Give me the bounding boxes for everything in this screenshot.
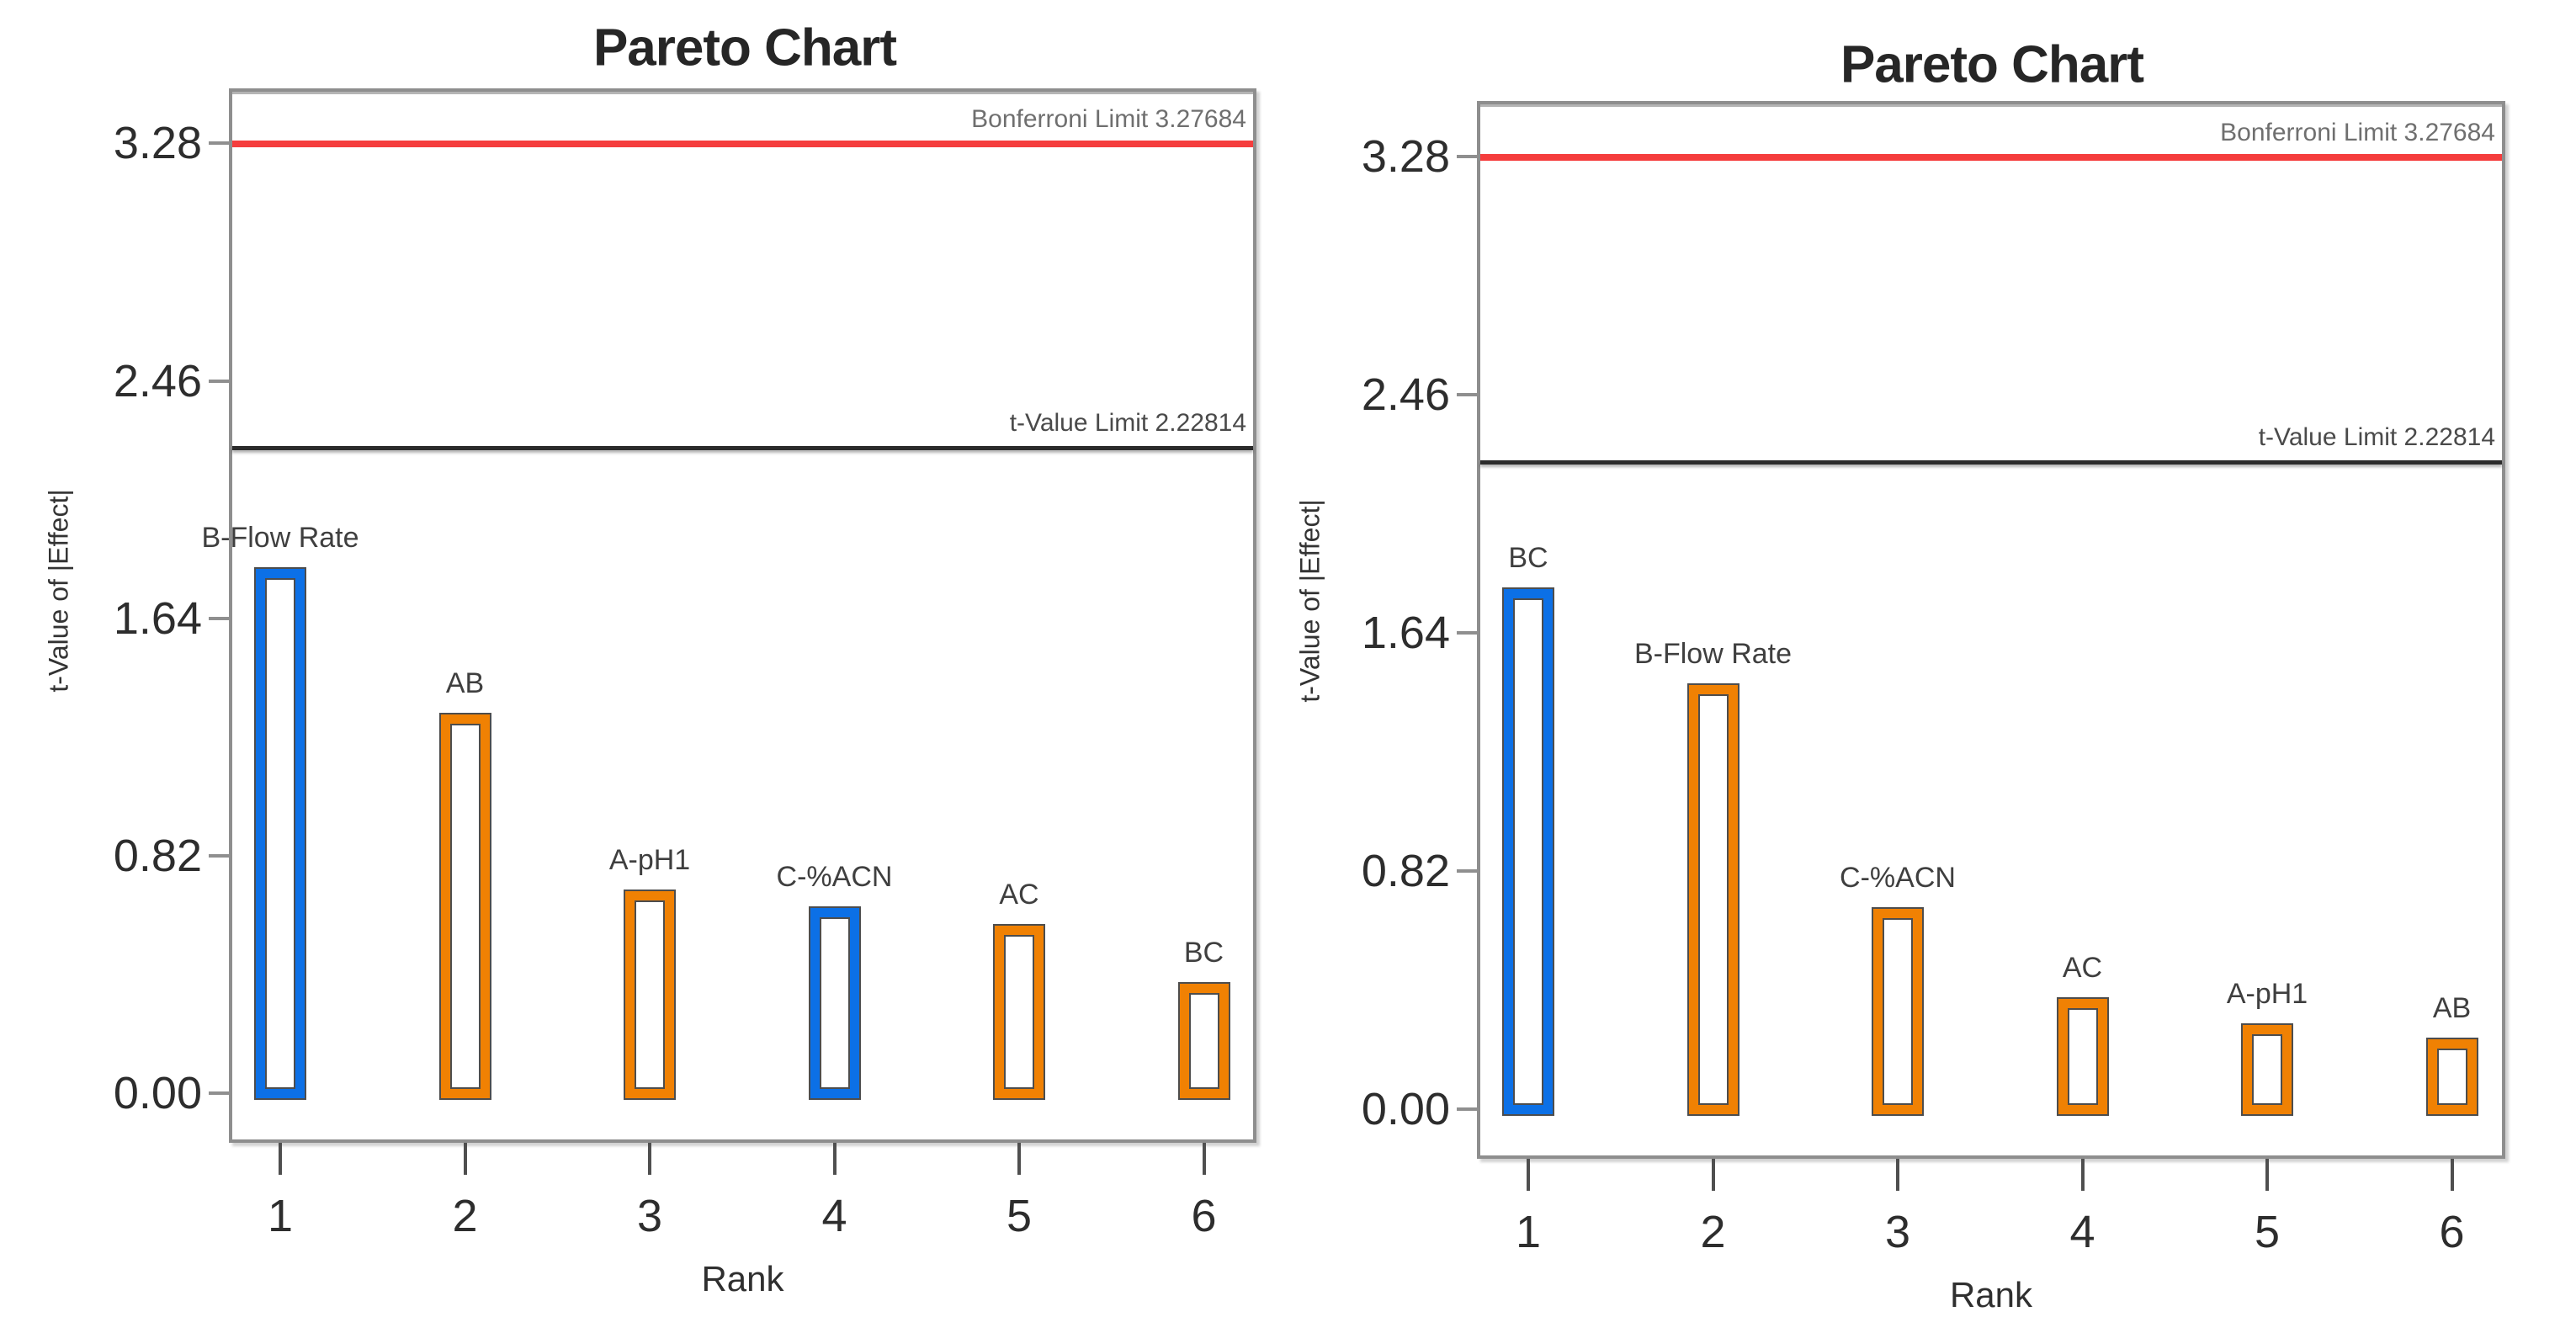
y-tick bbox=[209, 616, 229, 620]
x-tick bbox=[1202, 1143, 1206, 1175]
y-tick bbox=[209, 1091, 229, 1096]
bar-effect-label: B-Flow Rate bbox=[1633, 638, 1793, 671]
pareto-bar-rank-4 bbox=[2056, 997, 2109, 1117]
y-tick bbox=[1457, 392, 1477, 396]
y-tick bbox=[1457, 154, 1477, 158]
plot-frame bbox=[229, 88, 1256, 1143]
x-tick-label: 6 bbox=[1191, 1191, 1217, 1241]
bar-effect-label: AB bbox=[2432, 992, 2472, 1025]
pareto-bar-rank-5 bbox=[993, 923, 1045, 1101]
t-value-limit-line-label: t-Value Limit 2.22814 bbox=[2258, 422, 2495, 451]
x-tick-label: 6 bbox=[2439, 1207, 2465, 1257]
y-tick-label: 0.00 bbox=[113, 1068, 202, 1119]
x-tick-label: 1 bbox=[1515, 1207, 1542, 1257]
bar-effect-label: C-%ACN bbox=[776, 861, 893, 894]
plot-frame bbox=[1477, 101, 2505, 1159]
x-tick-label: 3 bbox=[1884, 1207, 1911, 1257]
y-tick bbox=[1457, 1107, 1477, 1112]
y-tick-label: 3.28 bbox=[1361, 130, 1450, 182]
bar-effect-label: A-pH1 bbox=[608, 843, 691, 876]
x-tick-label: 5 bbox=[2254, 1207, 2281, 1257]
x-tick-label: 2 bbox=[1700, 1207, 1726, 1257]
x-tick bbox=[1527, 1159, 1530, 1191]
pareto-bar-rank-2 bbox=[438, 712, 491, 1101]
bar-effect-label: BC bbox=[1183, 936, 1224, 969]
bonferroni-limit-line bbox=[1480, 153, 2502, 161]
x-tick bbox=[1711, 1159, 1715, 1191]
bar-effect-label: AC bbox=[2062, 952, 2103, 985]
x-tick bbox=[648, 1143, 651, 1175]
x-tick bbox=[1896, 1159, 1899, 1191]
chart-title: Pareto Chart bbox=[1840, 35, 2144, 94]
y-axis-title: t-Value of |Effect| bbox=[1294, 499, 1325, 703]
x-tick-label: 4 bbox=[821, 1191, 847, 1241]
y-tick bbox=[209, 379, 229, 383]
x-tick bbox=[279, 1143, 282, 1175]
y-tick-label: 1.64 bbox=[113, 592, 202, 644]
y-tick bbox=[1457, 630, 1477, 635]
x-axis-title: Rank bbox=[1949, 1275, 2033, 1314]
pareto-bar-rank-2 bbox=[1686, 683, 1739, 1117]
pareto-bar-rank-1 bbox=[254, 567, 306, 1101]
bonferroni-limit-line-label: Bonferroni Limit 3.27684 bbox=[971, 105, 1246, 134]
t-value-limit-line bbox=[1480, 459, 2502, 465]
x-tick bbox=[832, 1143, 837, 1175]
pareto-bar-rank-5 bbox=[2241, 1023, 2293, 1117]
x-tick-label: 3 bbox=[636, 1191, 663, 1241]
bar-effect-label: BC bbox=[1508, 542, 1548, 575]
bar-effect-label: AC bbox=[999, 878, 1039, 911]
pareto-bar-rank-6 bbox=[1177, 981, 1230, 1101]
x-tick bbox=[463, 1143, 467, 1175]
t-value-limit-line-label: t-Value Limit 2.22814 bbox=[1009, 409, 1246, 438]
y-tick-label: 2.46 bbox=[113, 355, 202, 406]
x-tick bbox=[1017, 1143, 1021, 1175]
x-tick-label: 4 bbox=[2069, 1207, 2095, 1257]
x-tick bbox=[2080, 1159, 2085, 1191]
t-value-limit-line bbox=[232, 446, 1253, 451]
bar-effect-label: C-%ACN bbox=[1840, 862, 1956, 895]
y-tick-label: 2.46 bbox=[1361, 369, 1450, 420]
y-tick bbox=[209, 854, 229, 858]
pareto-bar-rank-3 bbox=[1872, 907, 1924, 1117]
y-tick-label: 0.82 bbox=[1361, 846, 1450, 897]
bonferroni-limit-line bbox=[232, 141, 1253, 148]
y-tick bbox=[209, 141, 229, 146]
x-tick-label: 5 bbox=[1006, 1191, 1033, 1241]
pareto-bar-rank-3 bbox=[624, 889, 676, 1101]
bar-effect-label: AB bbox=[445, 666, 485, 699]
x-tick bbox=[2265, 1159, 2269, 1191]
chart-title: Pareto Chart bbox=[592, 19, 897, 77]
y-tick bbox=[1457, 869, 1477, 874]
y-axis-title: t-Value of |Effect| bbox=[43, 489, 74, 693]
x-tick-label: 1 bbox=[267, 1191, 294, 1241]
bar-effect-label: A-pH1 bbox=[2226, 978, 2308, 1011]
pareto-bar-rank-6 bbox=[2425, 1038, 2478, 1117]
x-tick-label: 2 bbox=[452, 1191, 478, 1241]
x-tick bbox=[2450, 1159, 2454, 1191]
pareto-bar-rank-4 bbox=[808, 906, 861, 1101]
y-tick-label: 0.00 bbox=[1361, 1084, 1450, 1135]
bar-effect-label: B-Flow Rate bbox=[201, 522, 359, 555]
bonferroni-limit-line-label: Bonferroni Limit 3.27684 bbox=[2220, 118, 2495, 146]
y-tick-label: 3.28 bbox=[113, 118, 202, 169]
x-axis-title: Rank bbox=[701, 1259, 784, 1298]
y-tick-label: 0.82 bbox=[113, 831, 202, 882]
pareto-bar-rank-1 bbox=[1502, 587, 1554, 1117]
y-tick-label: 1.64 bbox=[1361, 607, 1450, 658]
